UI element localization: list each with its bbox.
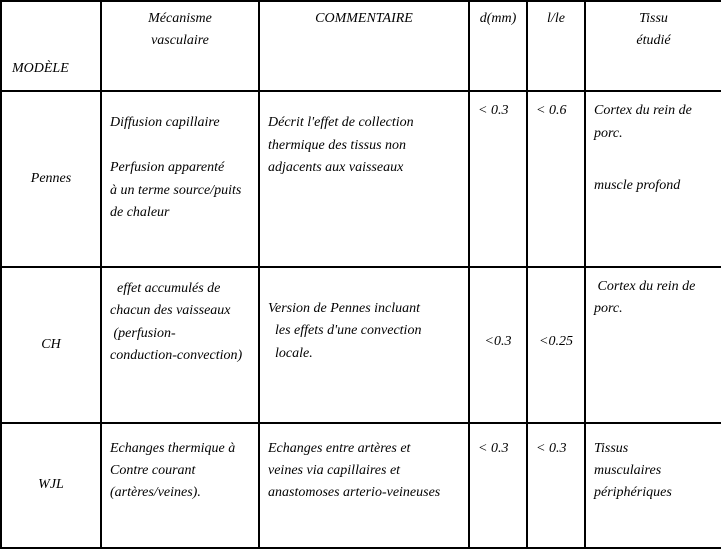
table-row: Pennes Diffusion capillaire Perfusion ap… — [1, 91, 721, 267]
row-label-pennes: Pennes — [1, 91, 101, 267]
header-lle: l/le — [527, 1, 585, 91]
ch-d-val: <0.3 — [485, 334, 512, 349]
pennes-label: Pennes — [31, 171, 71, 186]
ch-mec-l4: conduction-convection) — [110, 348, 242, 363]
pennes-lle: < 0.6 — [527, 91, 585, 267]
ch-mec-l1: effet accumulés de — [117, 281, 220, 296]
wjl-com-l1: Echanges entre artères et — [268, 441, 410, 456]
wjl-mec-l1: Echanges thermique à — [110, 441, 235, 456]
pennes-mec-l4: de chaleur — [110, 205, 169, 220]
wjl-lle-val: < 0.3 — [536, 441, 566, 456]
wjl-mec-l3: (artères/veines). — [110, 485, 201, 500]
pennes-com-l1: Décrit l'effet de collection — [268, 115, 414, 130]
pennes-mec-l1: Diffusion capillaire — [110, 115, 220, 130]
pennes-tissu-l1: Cortex du rein de — [594, 103, 692, 118]
row-label-ch: CH — [1, 267, 101, 423]
ch-label: CH — [41, 337, 60, 352]
pennes-d: < 0.3 — [469, 91, 527, 267]
pennes-commentaire: Décrit l'effet de collection thermique d… — [259, 91, 469, 267]
header-tissu-l2: étudié — [636, 33, 670, 48]
ch-com-l3: locale. — [275, 346, 313, 361]
wjl-tissu-l2: musculaires — [594, 463, 661, 478]
pennes-tissu-l2: porc. — [594, 126, 623, 141]
header-tissu-l1: Tissu — [639, 11, 668, 26]
wjl-d-val: < 0.3 — [478, 441, 508, 456]
ch-commentaire: Version de Pennes incluant les effets d'… — [259, 267, 469, 423]
header-lle-text: l/le — [547, 11, 565, 26]
header-d: d(mm) — [469, 1, 527, 91]
wjl-lle: < 0.3 — [527, 423, 585, 548]
table-row: CH effet accumulés de chacun des vaissea… — [1, 267, 721, 423]
header-mecanisme-l2: vasculaire — [151, 33, 209, 48]
row-label-wjl: WJL — [1, 423, 101, 548]
wjl-mec-l2: Contre courant — [110, 463, 195, 478]
pennes-com-l2: thermique des tissus non — [268, 138, 406, 153]
wjl-tissu: Tissus musculaires périphériques — [585, 423, 721, 548]
wjl-commentaire: Echanges entre artères et veines via cap… — [259, 423, 469, 548]
header-modele-text: MODÈLE — [12, 61, 69, 76]
ch-mec-l2: chacun des vaisseaux — [110, 303, 231, 318]
ch-lle: <0.25 — [527, 267, 585, 423]
models-table: MODÈLE Mécanisme vasculaire COMMENTAIRE … — [0, 0, 721, 549]
ch-lle-val: <0.25 — [539, 334, 573, 349]
pennes-tissu: Cortex du rein de porc. muscle profond — [585, 91, 721, 267]
table-row: WJL Echanges thermique à Contre courant … — [1, 423, 721, 548]
header-d-text: d(mm) — [480, 11, 517, 26]
pennes-d-val: < 0.3 — [478, 103, 508, 118]
pennes-mecanisme: Diffusion capillaire Perfusion apparenté… — [101, 91, 259, 267]
pennes-mec-l3: à un terme source/puits — [110, 183, 241, 198]
ch-com-l2: les effets d'une convection — [275, 323, 421, 338]
pennes-lle-val: < 0.6 — [536, 103, 566, 118]
pennes-tissu-l3: muscle profond — [594, 175, 713, 197]
wjl-tissu-l3: périphériques — [594, 485, 672, 500]
wjl-com-l2: veines via capillaires et — [268, 463, 400, 478]
header-mecanisme-l1: Mécanisme — [148, 11, 212, 26]
table-header-row: MODÈLE Mécanisme vasculaire COMMENTAIRE … — [1, 1, 721, 91]
wjl-mecanisme: Echanges thermique à Contre courant (art… — [101, 423, 259, 548]
header-tissu: Tissu étudié — [585, 1, 721, 91]
ch-mecanisme: effet accumulés de chacun des vaisseaux … — [101, 267, 259, 423]
wjl-tissu-l1: Tissus — [594, 441, 628, 456]
wjl-com-l3: anastomoses arterio-veineuses — [268, 485, 440, 500]
header-commentaire: COMMENTAIRE — [259, 1, 469, 91]
header-commentaire-text: COMMENTAIRE — [315, 11, 413, 26]
pennes-com-l3: adjacents aux vaisseaux — [268, 160, 403, 175]
pennes-mec-l2: Perfusion apparenté — [110, 160, 224, 175]
wjl-label: WJL — [38, 477, 64, 492]
ch-com-l1: Version de Pennes incluant — [268, 301, 420, 316]
wjl-d: < 0.3 — [469, 423, 527, 548]
header-mecanisme: Mécanisme vasculaire — [101, 1, 259, 91]
ch-tissu-l1: Cortex du rein de — [598, 279, 696, 294]
ch-mec-l3: (perfusion- — [114, 326, 176, 341]
ch-tissu-l2: porc. — [594, 301, 623, 316]
header-modele: MODÈLE — [1, 1, 101, 91]
ch-d: <0.3 — [469, 267, 527, 423]
ch-tissu: Cortex du rein de porc. — [585, 267, 721, 423]
